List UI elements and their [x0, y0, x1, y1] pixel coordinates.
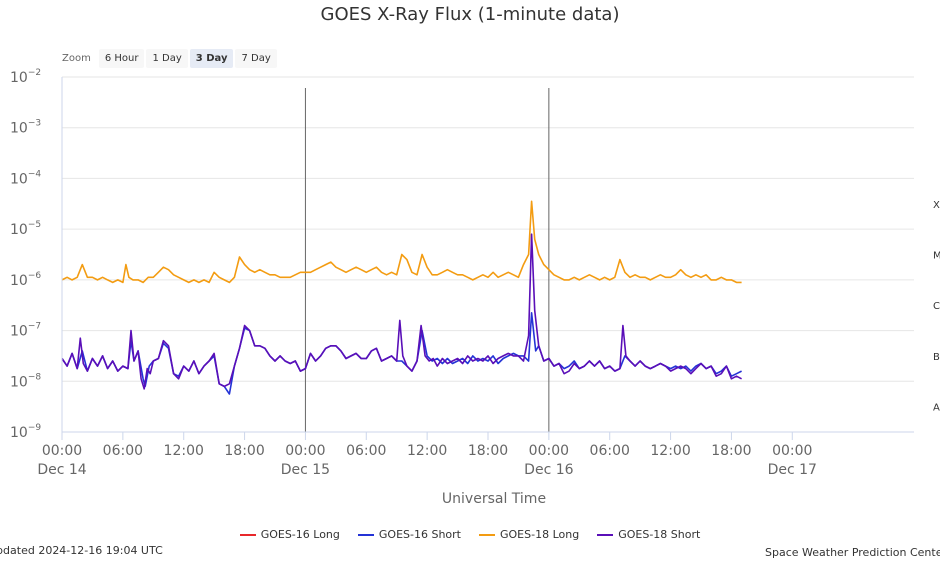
x-tick-time: 12:00 — [407, 443, 447, 459]
series-layer — [61, 200, 742, 395]
x-tick-time: 00:00 — [42, 443, 82, 459]
updated-timestamp: Updated 2024-12-16 19:04 UTC — [0, 544, 163, 557]
x-tick-time: 18:00 — [224, 443, 264, 459]
legend-goes18-short[interactable]: GOES-18 Short — [597, 528, 700, 541]
legend-label: GOES-18 Short — [618, 528, 701, 541]
chart-title: GOES X-Ray Flux (1-minute data) — [320, 4, 620, 25]
legend-swatch — [239, 533, 256, 536]
y-tick-label: 10−5 — [10, 220, 41, 238]
x-tick-time: 06:00 — [590, 443, 630, 459]
x-tick-time: 00:00 — [285, 443, 325, 459]
credit-text: Space Weather Prediction Center — [765, 546, 940, 559]
flare-class-label: B — [933, 352, 940, 363]
flare-class-label: X — [933, 200, 940, 211]
x-tick-date: Dec 15 — [281, 462, 330, 478]
y-tick-label: 10−4 — [10, 169, 41, 187]
legend-label: GOES-16 Long — [260, 528, 340, 541]
flare-class-label: A — [933, 403, 940, 414]
grid-layer — [62, 76, 914, 433]
legend: GOES-16 Long GOES-16 Short GOES-18 Long … — [0, 528, 940, 541]
legend-label: GOES-18 Long — [500, 528, 580, 541]
x-tick-date: Dec 17 — [768, 462, 817, 478]
zoom-3-day-button[interactable]: 3 Day — [189, 48, 234, 68]
legend-goes16-long[interactable]: GOES-16 Long — [239, 528, 340, 541]
x-tick-time: 12:00 — [650, 443, 690, 459]
x-tick-time: 12:00 — [164, 443, 204, 459]
x-tick-date: Dec 14 — [37, 462, 86, 478]
axis-layer: 10−210−310−410−510−610−710−810−900:00Dec… — [10, 68, 940, 478]
zoom-label: Zoom — [62, 52, 91, 64]
zoom-toolbar: Zoom 6 Hour 1 Day 3 Day 7 Day — [62, 48, 279, 68]
series-line-goes-18-short — [61, 233, 742, 390]
y-tick-label: 10−3 — [10, 119, 41, 137]
series-line-goes-18-long — [61, 200, 742, 284]
legend-goes16-short[interactable]: GOES-16 Short — [357, 528, 461, 541]
legend-swatch — [597, 533, 614, 536]
zoom-6-hour-button[interactable]: 6 Hour — [98, 48, 145, 68]
legend-goes18-long[interactable]: GOES-18 Long — [479, 528, 579, 541]
x-tick-time: 18:00 — [711, 443, 751, 459]
x-tick-time: 06:00 — [346, 443, 386, 459]
x-tick-time: 00:00 — [529, 443, 569, 459]
x-axis-title: Universal Time — [442, 491, 546, 507]
flare-class-label: C — [933, 301, 940, 312]
x-tick-time: 18:00 — [468, 443, 508, 459]
zoom-7-day-button[interactable]: 7 Day — [235, 48, 277, 68]
y-tick-label: 10−2 — [10, 68, 41, 86]
x-tick-time: 00:00 — [772, 443, 812, 459]
flare-class-label: M — [933, 251, 940, 262]
x-tick-time: 06:00 — [103, 443, 143, 459]
y-tick-label: 10−7 — [10, 322, 41, 340]
x-tick-date: Dec 16 — [524, 462, 573, 478]
zoom-1-day-button[interactable]: 1 Day — [146, 48, 188, 68]
y-tick-label: 10−6 — [10, 271, 41, 289]
y-tick-label: 10−9 — [10, 423, 41, 441]
legend-swatch — [479, 533, 495, 536]
legend-label: GOES-16 Short — [378, 528, 461, 541]
y-tick-label: 10−8 — [10, 372, 41, 390]
legend-swatch — [357, 533, 374, 536]
